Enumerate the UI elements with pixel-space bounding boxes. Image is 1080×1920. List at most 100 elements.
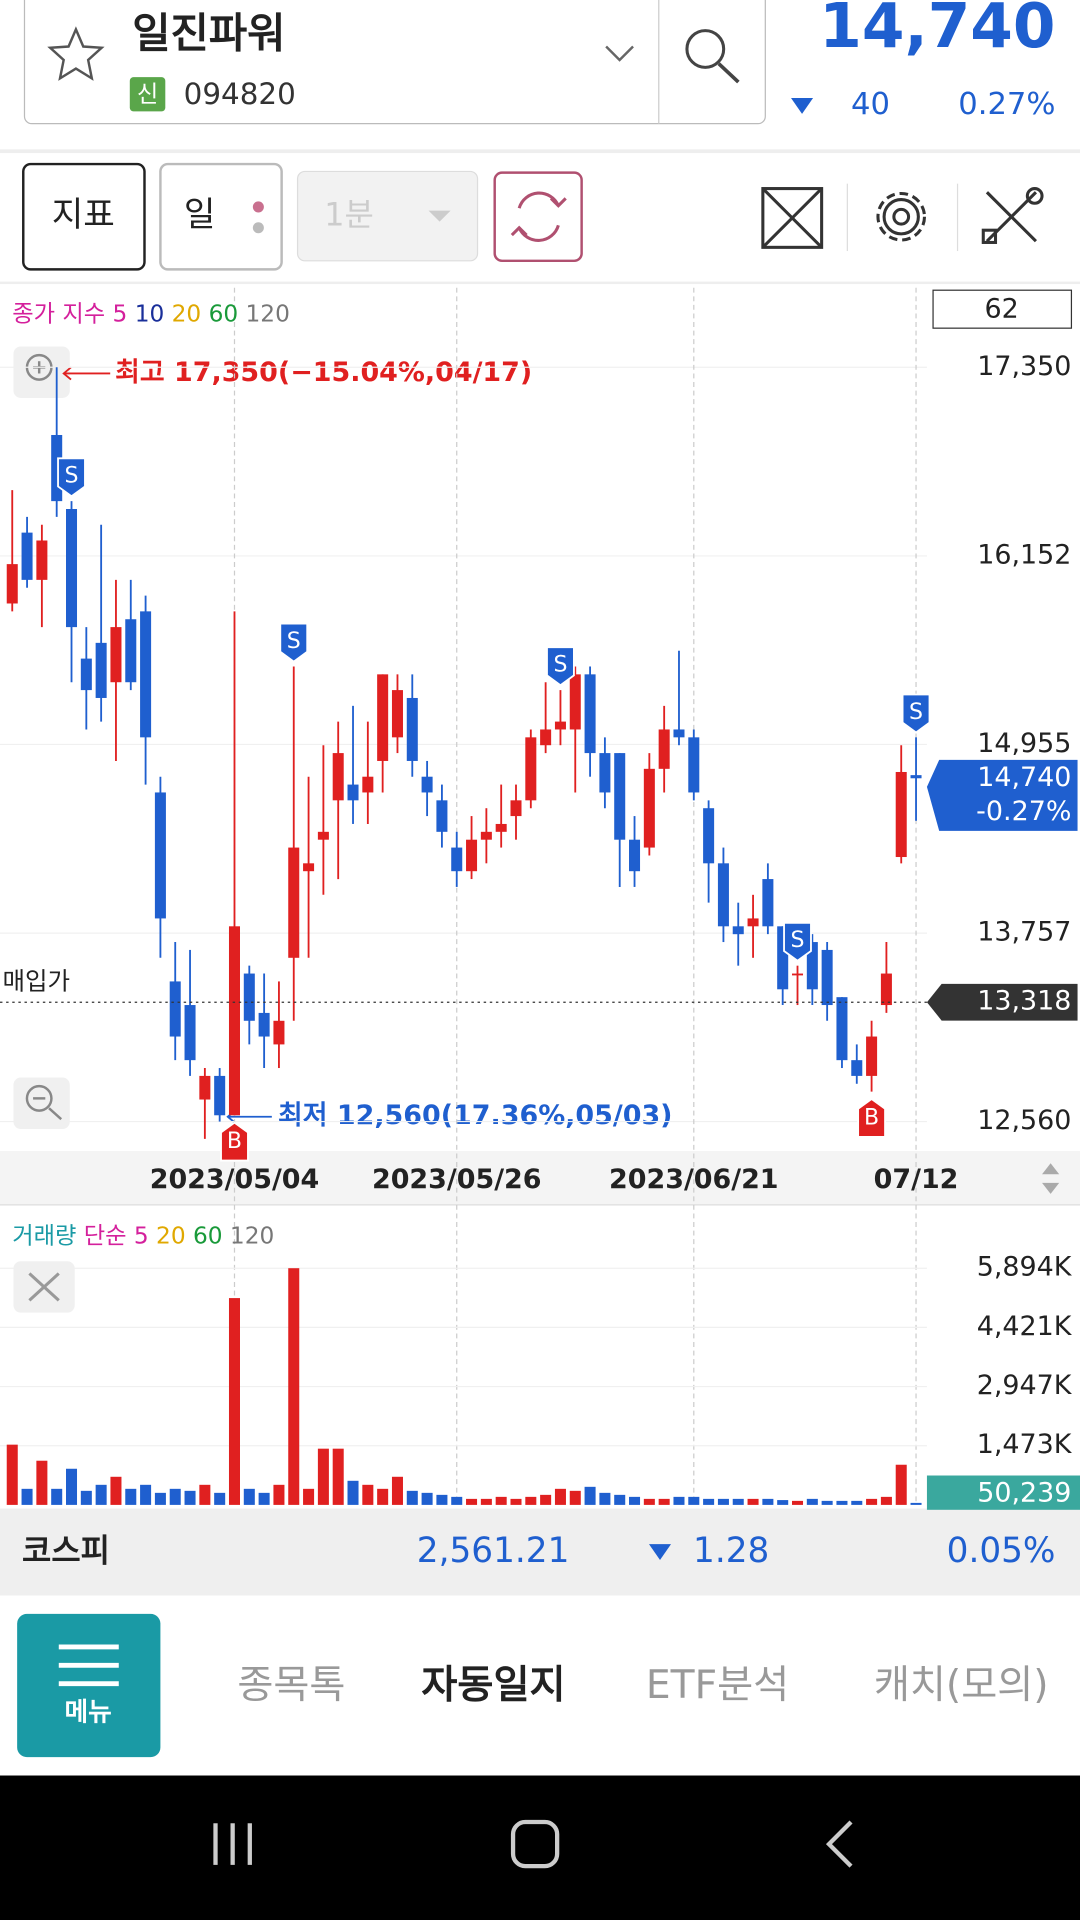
refresh-icon bbox=[549, 197, 567, 208]
volume-bar bbox=[821, 1500, 833, 1505]
volume-bar bbox=[480, 1498, 492, 1505]
favorite-icon[interactable] bbox=[47, 26, 105, 81]
y-tick-label: 17,350 bbox=[977, 351, 1071, 382]
tools-icon[interactable] bbox=[981, 187, 1044, 244]
signal-label: B bbox=[864, 1106, 879, 1131]
candle-body bbox=[747, 918, 759, 927]
candle-body bbox=[495, 823, 507, 832]
volume-bar bbox=[688, 1496, 700, 1505]
volume-bar bbox=[140, 1484, 152, 1505]
legend-item: 5 bbox=[134, 1222, 149, 1249]
nav-item[interactable]: 자동일지 bbox=[421, 1663, 565, 1708]
candle-body bbox=[614, 753, 626, 840]
candle-body bbox=[362, 776, 374, 793]
period-button[interactable] bbox=[159, 162, 283, 271]
zoom-out-button[interactable] bbox=[13, 1077, 70, 1129]
nav-item[interactable]: 종목톡 bbox=[237, 1663, 345, 1708]
home-button[interactable] bbox=[510, 1819, 560, 1869]
volume-bar bbox=[243, 1488, 255, 1505]
signal-marker bbox=[783, 921, 812, 962]
candle-body bbox=[154, 792, 166, 919]
volume-bar bbox=[895, 1464, 907, 1505]
count-box bbox=[932, 289, 1073, 329]
volume-bar bbox=[717, 1498, 729, 1505]
zoom-in-button[interactable] bbox=[13, 346, 70, 398]
legend-title: 종가 지수 bbox=[12, 300, 105, 327]
search-icon[interactable] bbox=[685, 29, 726, 69]
candle-body bbox=[288, 847, 300, 958]
legend-item: 120 bbox=[246, 300, 290, 327]
x-tick-label: 2023/05/04 bbox=[150, 1164, 320, 1195]
dot bbox=[252, 222, 264, 234]
dropdown-icon[interactable] bbox=[605, 45, 634, 62]
volume-bar bbox=[777, 1500, 789, 1505]
volume-bar bbox=[614, 1494, 626, 1505]
x-tick-label: 2023/06/21 bbox=[609, 1164, 779, 1195]
price-change: 40 bbox=[851, 87, 890, 122]
volume-bar bbox=[36, 1460, 48, 1505]
y-tick-label: 13,757 bbox=[977, 917, 1071, 948]
volume-bar bbox=[599, 1492, 611, 1505]
candle-body bbox=[199, 1075, 211, 1100]
candle-body bbox=[421, 776, 433, 793]
legend-item: 5 bbox=[113, 300, 128, 327]
volume-bar bbox=[880, 1496, 892, 1505]
volume-bar bbox=[747, 1498, 759, 1505]
zoom-out-icon bbox=[48, 1107, 63, 1121]
volume-bar bbox=[673, 1496, 685, 1505]
candle-body bbox=[140, 611, 152, 738]
volume-bar bbox=[703, 1498, 715, 1505]
stock-selector[interactable] bbox=[23, 0, 766, 125]
candle-body bbox=[762, 879, 774, 927]
volume-bar bbox=[377, 1488, 389, 1505]
min-annotation: 최저 12,560(17.36%,05/03) bbox=[278, 1100, 673, 1131]
signal-label: S bbox=[553, 653, 567, 678]
signal-label: S bbox=[791, 928, 805, 953]
signal-marker bbox=[57, 457, 86, 498]
candle-body bbox=[6, 564, 18, 604]
indicator-button[interactable] bbox=[22, 162, 146, 271]
legend: 거래량 단순 5 20 60 120 bbox=[12, 1222, 274, 1249]
y-tick-label: 14,955 bbox=[977, 728, 1071, 759]
refresh-button[interactable] bbox=[493, 171, 583, 263]
signal-marker bbox=[279, 622, 309, 663]
expand-icon[interactable] bbox=[761, 187, 824, 249]
separator bbox=[0, 149, 1080, 154]
candle-body bbox=[540, 729, 552, 746]
candle-body bbox=[821, 949, 833, 1006]
current-price-label: 14,740 bbox=[977, 762, 1071, 793]
scroll-down[interactable] bbox=[1042, 1182, 1060, 1194]
volume-bar bbox=[451, 1496, 463, 1505]
volume-bar bbox=[51, 1488, 63, 1505]
volume-bar bbox=[732, 1498, 744, 1505]
price-change-rate: 0.27% bbox=[958, 87, 1055, 122]
candle-body bbox=[258, 1012, 270, 1037]
candle-body bbox=[21, 532, 33, 580]
back-button[interactable] bbox=[825, 1820, 853, 1868]
y-tick-label: 4,421K bbox=[977, 1311, 1073, 1342]
volume-bar bbox=[169, 1488, 181, 1505]
search-icon-handle bbox=[717, 62, 740, 84]
candle-body bbox=[836, 997, 848, 1061]
settings-icon[interactable] bbox=[876, 191, 927, 242]
volume-bar bbox=[851, 1500, 863, 1505]
candle-body bbox=[66, 509, 78, 628]
volume-bar bbox=[540, 1494, 552, 1505]
signal-marker bbox=[220, 1121, 249, 1162]
nav-item[interactable]: ETF분석 bbox=[646, 1663, 789, 1708]
candle-body bbox=[717, 863, 729, 927]
volume-bar bbox=[110, 1476, 122, 1505]
stock-name: 일진파워 bbox=[132, 9, 285, 58]
volume-bar bbox=[629, 1496, 641, 1505]
candle-body bbox=[273, 1020, 285, 1045]
volume-bar bbox=[510, 1498, 522, 1505]
period-label: 일 bbox=[184, 195, 216, 235]
scroll-up[interactable] bbox=[1042, 1163, 1060, 1175]
volume-bar bbox=[436, 1494, 448, 1505]
volume-bar bbox=[910, 1502, 922, 1505]
nav-item[interactable]: 캐치(모의) bbox=[874, 1663, 1049, 1708]
volume-bar bbox=[658, 1498, 670, 1505]
candle-body bbox=[792, 973, 804, 976]
recent-apps-button[interactable] bbox=[213, 1823, 252, 1865]
